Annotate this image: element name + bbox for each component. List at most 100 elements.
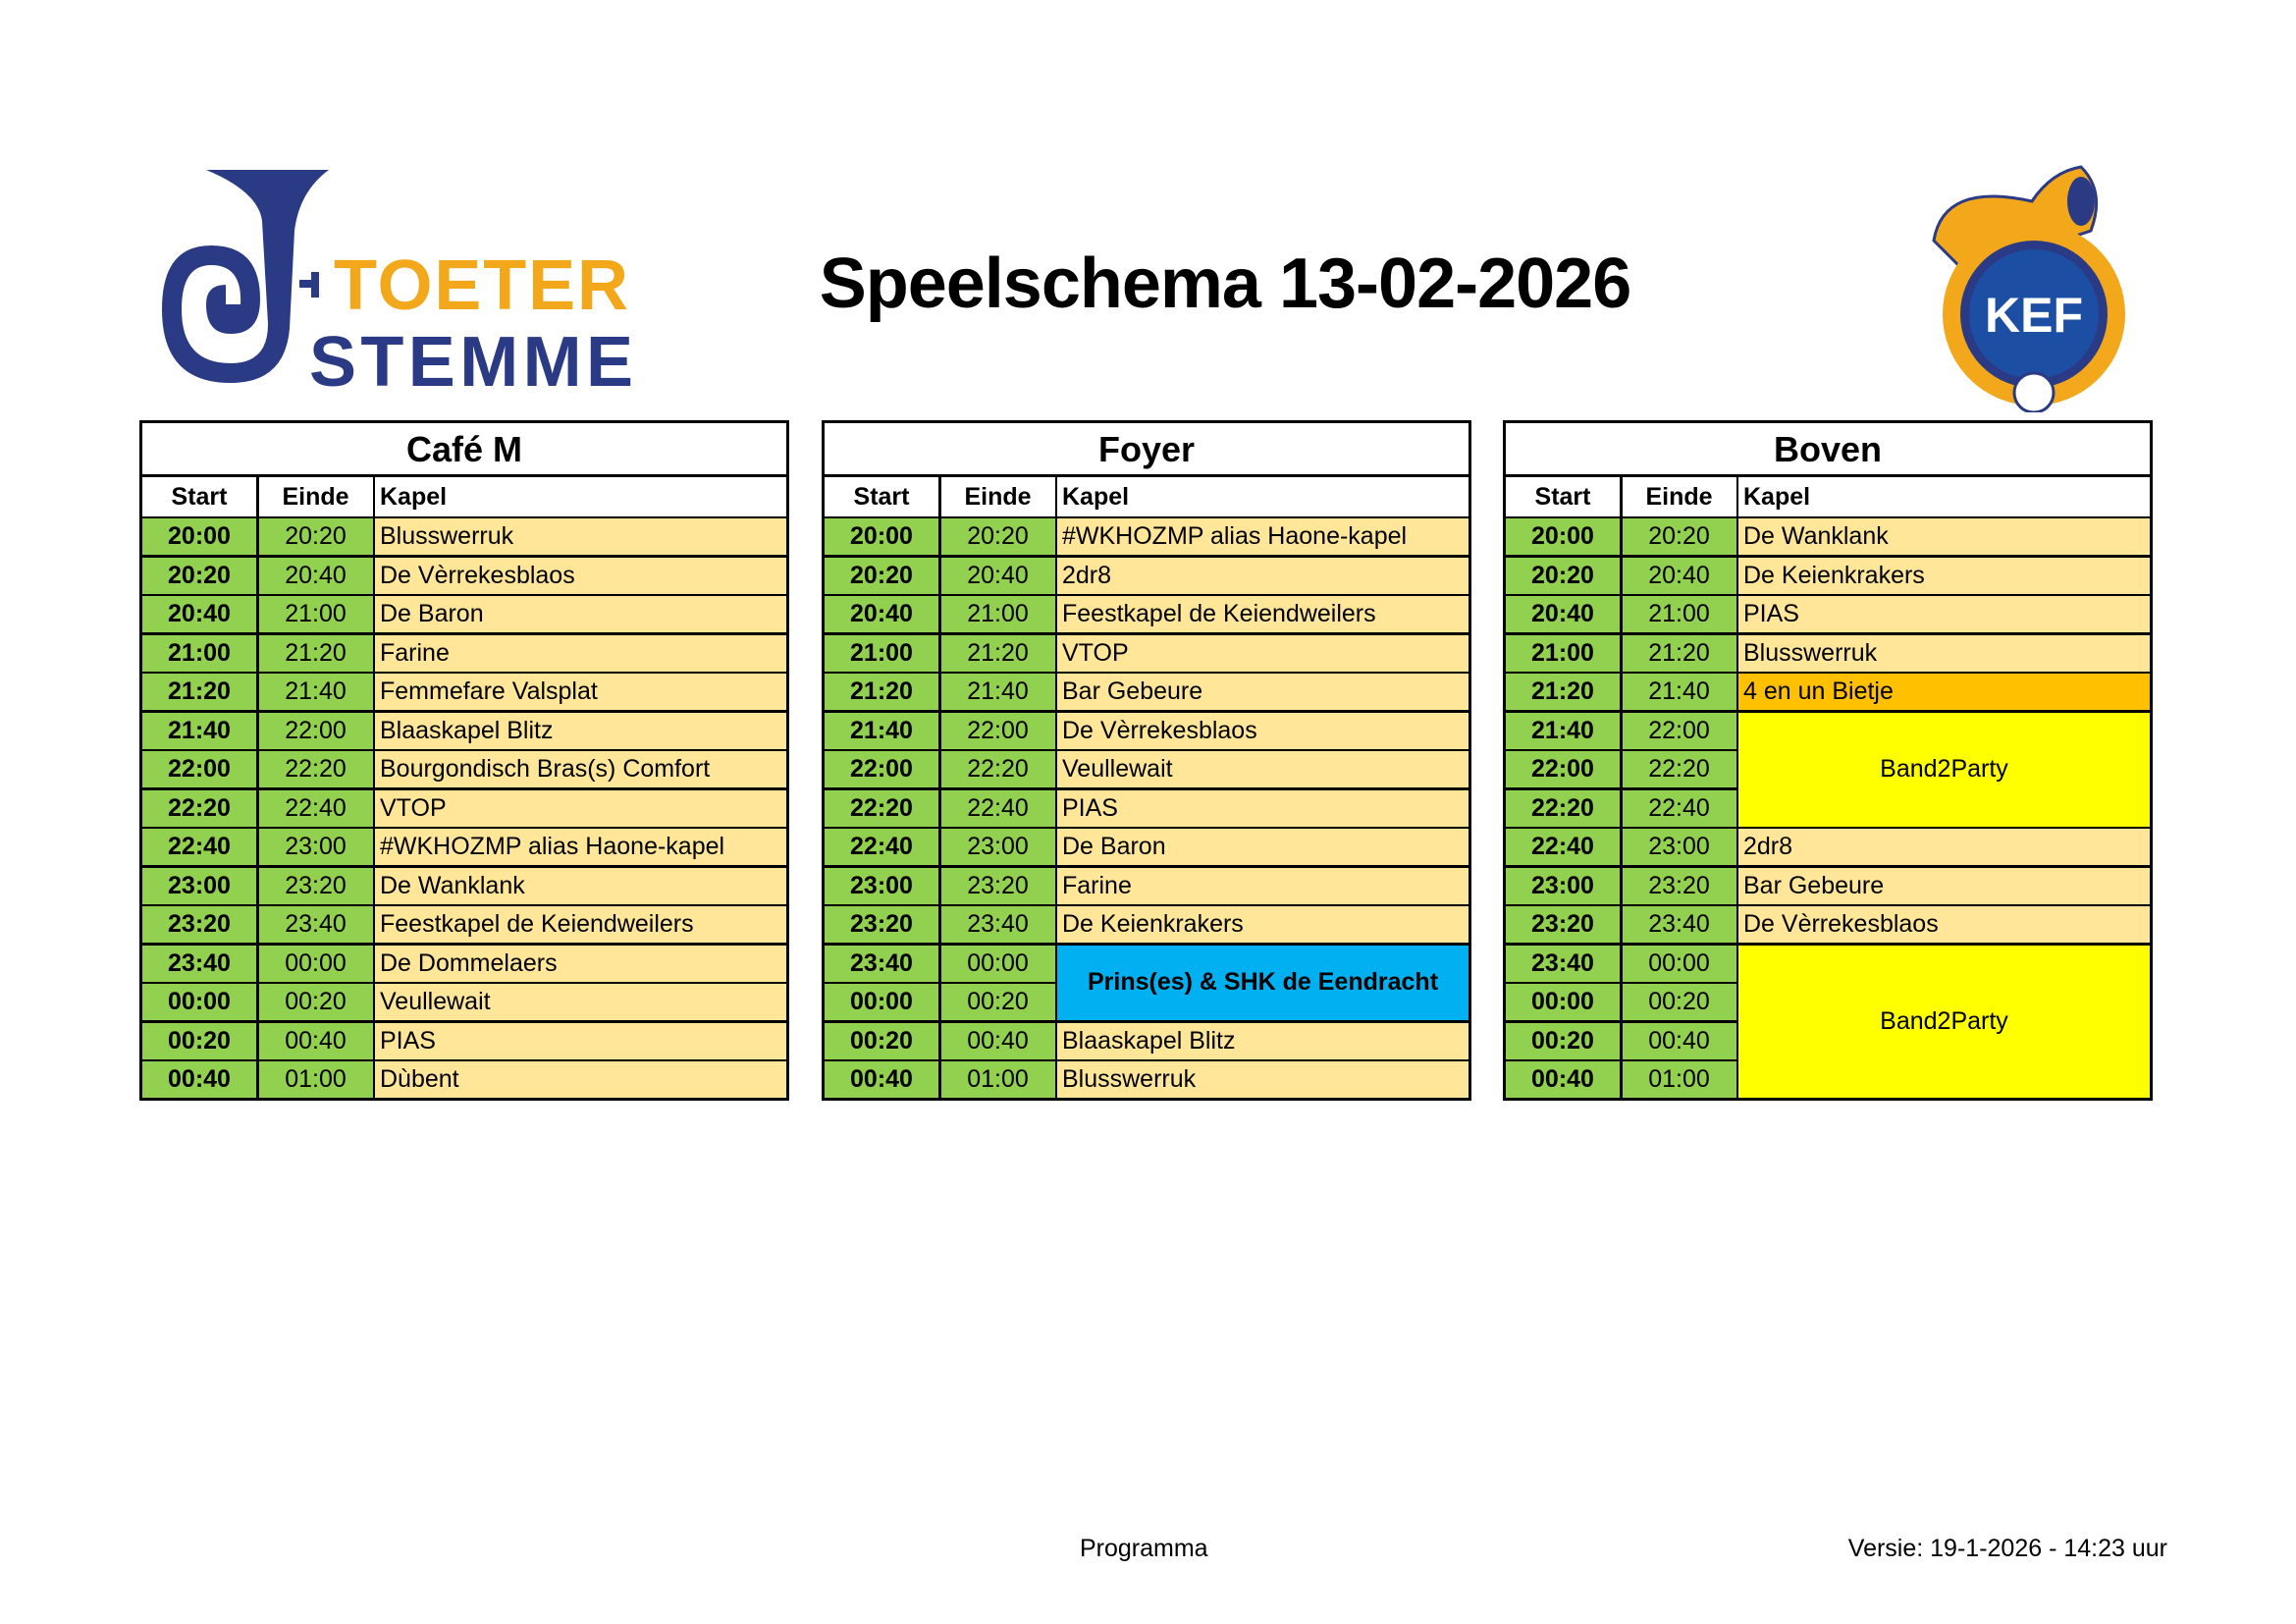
kapel-cell: VTOP	[1057, 634, 1468, 672]
kapel-cell: Feestkapel de Keiendweilers	[1057, 596, 1468, 632]
start-time: 20:40	[825, 596, 938, 632]
kef-logo: KEF	[1924, 162, 2140, 414]
end-time: 23:20	[1622, 867, 1736, 904]
kapel-cell: De Vèrrekesblaos	[1738, 906, 2150, 943]
start-time: 20:40	[142, 596, 256, 632]
start-time: 21:40	[142, 712, 256, 749]
start-time: 22:00	[825, 751, 938, 787]
schedule-table: Foyer Start Einde Kapel 20:00 20:20 20:20 20:40…	[822, 420, 1471, 1101]
kapel-cell: Band2Party	[1738, 712, 2150, 827]
kapel-cell: Blusswerruk	[1057, 1061, 1468, 1098]
header-start: Start	[142, 476, 256, 516]
end-time: 20:40	[1622, 557, 1736, 594]
footer-version: Versie: 19-1-2026 - 14:23 uur	[1847, 1535, 2167, 1562]
kapel-cell: De Dommelaers	[375, 945, 786, 982]
end-time: 21:40	[1622, 674, 1736, 710]
end-time: 20:20	[940, 518, 1055, 555]
end-time: 20:20	[1622, 518, 1736, 555]
kapel-cell: Blusswerruk	[375, 518, 786, 555]
kapel-cell: De Wanklank	[1738, 518, 2150, 555]
end-time: 00:40	[1622, 1022, 1736, 1059]
end-time: 23:40	[1622, 906, 1736, 943]
start-time: 00:00	[142, 984, 256, 1020]
start-time: 22:00	[142, 751, 256, 787]
start-time: 21:20	[1506, 674, 1620, 710]
kapel-cell: Farine	[1057, 867, 1468, 904]
kapel-cell: Blaaskapel Blitz	[375, 712, 786, 749]
kapel-cell: Bar Gebeure	[1057, 674, 1468, 710]
start-time: 23:40	[1506, 945, 1620, 982]
header-einde: Einde	[258, 476, 373, 516]
kapel-cell: #WKHOZMP alias Haone-kapel	[375, 829, 786, 865]
kapel-cell: Bar Gebeure	[1738, 867, 2150, 904]
start-time: 23:20	[142, 906, 256, 943]
end-time: 21:40	[258, 674, 373, 710]
kapel-cell: 2dr8	[1057, 557, 1468, 594]
end-time: 00:00	[940, 945, 1055, 982]
footer-center: Programma	[1080, 1535, 1208, 1562]
end-time: 22:00	[940, 712, 1055, 749]
start-time: 20:00	[142, 518, 256, 555]
kapel-cell: De Wanklank	[375, 867, 786, 904]
start-time: 22:40	[142, 829, 256, 865]
end-time: 20:20	[258, 518, 373, 555]
start-time: 22:40	[1506, 829, 1620, 865]
kapel-cell: #WKHOZMP alias Haone-kapel	[1057, 518, 1468, 555]
start-time: 22:20	[1506, 789, 1620, 827]
kapel-cell: Blaaskapel Blitz	[1057, 1022, 1468, 1059]
end-time: 23:20	[258, 867, 373, 904]
kapel-cell: Blusswerruk	[1738, 634, 2150, 672]
end-time: 22:40	[940, 789, 1055, 827]
end-time: 20:40	[940, 557, 1055, 594]
header-start: Start	[1506, 476, 1620, 516]
kapel-cell: VTOP	[375, 789, 786, 827]
start-time: 21:00	[1506, 634, 1620, 672]
end-time: 23:40	[940, 906, 1055, 943]
kapel-cell: Farine	[375, 634, 786, 672]
end-time: 23:00	[258, 829, 373, 865]
end-time: 01:00	[1622, 1061, 1736, 1098]
toeterstemme-logo: TOETER STEMME	[152, 162, 643, 402]
end-time: 00:20	[258, 984, 373, 1020]
start-time: 00:20	[825, 1022, 938, 1059]
start-time: 21:00	[142, 634, 256, 672]
start-time: 00:40	[1506, 1061, 1620, 1098]
kapel-cell: Bourgondisch Bras(s) Comfort	[375, 751, 786, 787]
start-time: 23:20	[1506, 906, 1620, 943]
end-time: 00:20	[1622, 984, 1736, 1020]
start-time: 23:00	[825, 867, 938, 904]
schedule-table: Café M Start Einde Kapel 20:00 20:20 20:20 20:4…	[139, 420, 789, 1101]
end-time: 21:20	[258, 634, 373, 672]
schedule-table: Boven Start Einde Kapel 20:00 20:20 20:20 20:40…	[1503, 420, 2153, 1101]
room-title: Foyer	[825, 423, 1468, 474]
start-time: 21:20	[825, 674, 938, 710]
kapel-cell: 4 en un Bietje	[1738, 674, 2150, 710]
end-time: 23:00	[1622, 829, 1736, 865]
end-time: 23:40	[258, 906, 373, 943]
kapel-cell: Femmefare Valsplat	[375, 674, 786, 710]
end-time: 00:20	[940, 984, 1055, 1020]
kapel-cell: Band2Party	[1738, 945, 2150, 1098]
end-time: 00:40	[258, 1022, 373, 1059]
room-title: Boven	[1506, 423, 2150, 474]
svg-text:TOETER: TOETER	[334, 246, 628, 325]
end-time: 21:00	[258, 596, 373, 632]
schedule-grid: Start Einde Kapel 20:00 20:20 20:20 20:40 20:40…	[1506, 476, 2150, 1098]
end-time: 23:00	[940, 829, 1055, 865]
svg-text:KEF: KEF	[1985, 288, 2083, 343]
kapel-cell: De Keienkrakers	[1057, 906, 1468, 943]
kapel-cell: De Baron	[375, 596, 786, 632]
kapel-cell: 2dr8	[1738, 829, 2150, 865]
header-start: Start	[825, 476, 938, 516]
start-time: 22:00	[1506, 751, 1620, 787]
start-time: 23:40	[825, 945, 938, 982]
end-time: 00:00	[1622, 945, 1736, 982]
kapel-cell: Dùbent	[375, 1061, 786, 1098]
schedule-grid: Start Einde Kapel 20:00 20:20 20:20 20:40 20:40…	[825, 476, 1468, 1098]
schedule-grid: Start Einde Kapel 20:00 20:20 20:20 20:40 20:40…	[142, 476, 786, 1098]
end-time: 22:20	[1622, 751, 1736, 787]
start-time: 22:20	[825, 789, 938, 827]
end-time: 22:40	[1622, 789, 1736, 827]
kapel-cell: PIAS	[375, 1022, 786, 1059]
header-einde: Einde	[1622, 476, 1736, 516]
